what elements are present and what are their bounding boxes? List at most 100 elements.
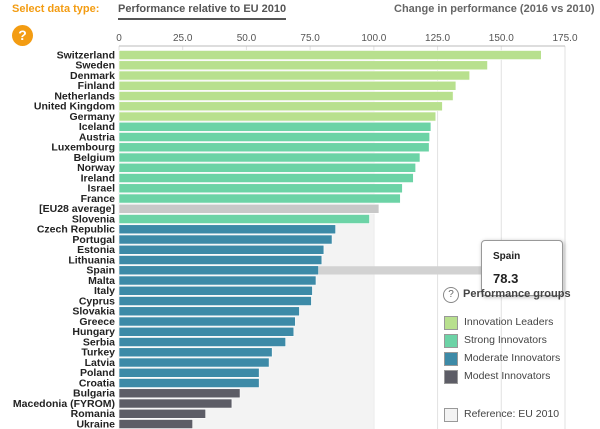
bar xyxy=(118,306,300,317)
tooltip-country: Spain xyxy=(493,251,521,262)
tab-performance-relative[interactable]: Performance relative to EU 2010 xyxy=(118,3,287,20)
country-label: Finland xyxy=(78,80,115,92)
bar xyxy=(118,152,421,163)
country-label: Luxembourg xyxy=(51,142,115,154)
country-label: United Kingdom xyxy=(34,101,115,113)
bar xyxy=(118,101,443,112)
tooltip-spain: Spain 78.3 xyxy=(481,240,563,296)
bar xyxy=(118,203,380,214)
x-axis-ticks: 0 25.0 50.0 75.0 100.0 125.0 150.0 175.0 xyxy=(116,33,578,44)
bar xyxy=(118,80,457,91)
bar xyxy=(118,70,470,81)
bar xyxy=(118,388,241,399)
country-label: Austria xyxy=(79,131,115,143)
legend-swatch xyxy=(444,408,458,422)
country-label: Slovakia xyxy=(72,306,115,318)
legend-swatch xyxy=(444,352,458,366)
country-label: Malta xyxy=(88,275,115,287)
legend-label: Strong Innovators xyxy=(464,334,547,346)
country-label: Latvia xyxy=(85,357,116,369)
performance-chart: SwitzerlandSwedenDenmarkFinlandNetherlan… xyxy=(13,33,578,429)
bars-group xyxy=(118,50,542,429)
bar xyxy=(118,285,313,296)
country-labels: SwitzerlandSwedenDenmarkFinlandNetherlan… xyxy=(13,49,115,429)
legend: ? Performance groups Innovation Leaders … xyxy=(440,284,595,429)
bar xyxy=(118,367,260,378)
bar xyxy=(118,357,270,368)
country-label: Norway xyxy=(77,162,115,174)
tab-change-in-performance[interactable]: Change in performance (2016 vs 2010) xyxy=(394,3,595,15)
bar xyxy=(118,142,430,153)
country-label: Hungary xyxy=(72,326,115,338)
bar xyxy=(118,408,206,419)
legend-label: Moderate Innovators xyxy=(464,352,561,364)
bar xyxy=(118,132,430,142)
legend-swatch xyxy=(444,316,458,330)
x-tick-label: 0 xyxy=(116,33,122,44)
country-label: Cyprus xyxy=(79,295,115,307)
bar xyxy=(118,50,542,60)
bar xyxy=(118,265,319,276)
country-label: Iceland xyxy=(79,121,115,133)
country-label: [EU28 average] xyxy=(39,203,115,215)
bar xyxy=(118,316,296,327)
highlight-band xyxy=(318,266,481,275)
bar xyxy=(118,255,323,265)
bar xyxy=(118,398,233,409)
country-label: Portugal xyxy=(72,234,115,246)
country-label: Poland xyxy=(80,367,115,379)
bar xyxy=(118,214,370,224)
country-label: Netherlands xyxy=(54,90,115,102)
bar xyxy=(118,347,273,358)
bar xyxy=(118,234,333,245)
country-label: Estonia xyxy=(77,244,115,256)
country-label: Czech Republic xyxy=(37,224,115,236)
bar xyxy=(118,183,403,194)
x-tick-label: 75.0 xyxy=(300,33,320,44)
country-label: Lithuania xyxy=(68,254,115,266)
x-tick-label: 150.0 xyxy=(489,33,514,44)
country-label: Sweden xyxy=(75,60,115,72)
country-label: Slovenia xyxy=(72,213,115,225)
country-label: Belgium xyxy=(74,152,115,164)
bar xyxy=(118,193,401,204)
legend-title: Performance groups xyxy=(463,288,571,300)
bar xyxy=(118,224,336,235)
country-label: Ukraine xyxy=(76,418,115,429)
tooltip-value: 78.3 xyxy=(493,271,519,286)
bar xyxy=(118,91,454,101)
country-label: Spain xyxy=(86,265,115,277)
bar xyxy=(118,60,488,71)
bar xyxy=(118,337,286,347)
country-label: Turkey xyxy=(81,347,115,359)
country-label: Bulgaria xyxy=(73,388,115,400)
legend-swatch xyxy=(444,334,458,348)
country-label: France xyxy=(81,193,116,205)
x-tick-label: 100.0 xyxy=(361,33,386,44)
country-label: Germany xyxy=(69,111,115,123)
legend-help-icon[interactable]: ? xyxy=(443,287,459,303)
bar xyxy=(118,121,432,132)
highlight-connector xyxy=(318,266,481,275)
bar xyxy=(118,244,325,255)
bar xyxy=(118,296,312,306)
bar xyxy=(118,111,437,122)
legend-label: Reference: EU 2010 xyxy=(464,408,560,420)
legend-swatch xyxy=(444,370,458,384)
x-tick-label: 175.0 xyxy=(552,33,577,44)
bar xyxy=(118,162,416,173)
bar xyxy=(118,173,414,183)
bar xyxy=(118,275,317,286)
country-label: Ireland xyxy=(81,172,115,184)
country-label: Macedonia (FYROM) xyxy=(13,398,115,410)
header-bar: Select data type: Performance relative t… xyxy=(0,0,600,22)
x-tick-label: 125.0 xyxy=(425,33,450,44)
country-label: Denmark xyxy=(70,70,115,82)
legend-label: Innovation Leaders xyxy=(464,316,554,328)
bar xyxy=(118,378,260,388)
country-label: Romania xyxy=(71,408,116,420)
country-label: Israel xyxy=(88,183,116,195)
bar xyxy=(118,419,193,429)
select-data-type-label: Select data type: xyxy=(12,3,100,15)
help-icon[interactable]: ? xyxy=(12,25,33,46)
